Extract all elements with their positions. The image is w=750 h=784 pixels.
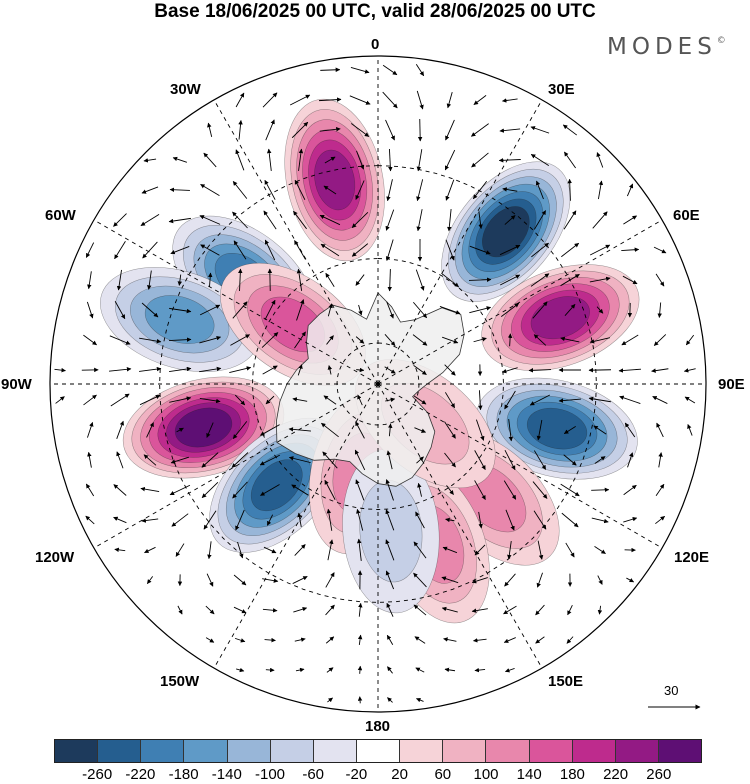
wind-vector xyxy=(360,697,361,704)
colorbar-swatch xyxy=(184,740,227,762)
colorbar-swatch xyxy=(659,740,701,762)
lon-label-90w: 90W xyxy=(1,376,32,393)
polar-map xyxy=(0,0,750,735)
colorbar-swatch xyxy=(486,740,529,762)
colorbar-tick-label: -60 xyxy=(302,766,324,783)
lon-label-180: 180 xyxy=(365,718,390,735)
colorbar-swatch xyxy=(400,740,443,762)
lon-label-150e: 150E xyxy=(548,673,583,690)
colorbar-swatch xyxy=(141,740,184,762)
lon-label-30e: 30E xyxy=(548,81,575,98)
colorbar-tick-label: -220 xyxy=(125,766,155,783)
colorbar-swatch xyxy=(573,740,616,762)
lon-label-90e: 90E xyxy=(718,376,745,393)
wind-vector xyxy=(266,670,274,671)
south-pole-marker xyxy=(376,382,380,386)
lon-label-150w: 150W xyxy=(160,673,199,690)
colorbar-swatch xyxy=(616,740,659,762)
wind-vector xyxy=(360,666,361,674)
lon-label-120w: 120W xyxy=(35,549,74,566)
colorbar-tick-label: 260 xyxy=(646,766,671,783)
colorbar-swatch xyxy=(271,740,314,762)
lon-label-60w: 60W xyxy=(45,207,76,224)
colorbar xyxy=(54,739,702,763)
colorbar-tick-label: 100 xyxy=(473,766,498,783)
colorbar-swatch xyxy=(55,740,98,762)
colorbar-tick-label: 140 xyxy=(517,766,542,783)
colorbar-ticks: -260 -220 -180 -140 -100 -60 -20 20 60 100 140 180 2… xyxy=(0,766,750,784)
colorbar-tick-label: 60 xyxy=(434,766,451,783)
colorbar-tick-label: -100 xyxy=(255,766,285,783)
colorbar-swatch xyxy=(228,740,271,762)
reference-vector-label: 30 xyxy=(664,683,678,698)
colorbar-tick-label: -20 xyxy=(346,766,368,783)
colorbar-swatch xyxy=(530,740,573,762)
colorbar-tick-label: 20 xyxy=(391,766,408,783)
colorbar-swatch xyxy=(443,740,486,762)
lon-label-0: 0 xyxy=(371,36,379,53)
colorbar-swatch xyxy=(98,740,141,762)
wind-vector xyxy=(589,370,611,371)
colorbar-tick-label: -140 xyxy=(212,766,242,783)
colorbar-tick-label: -260 xyxy=(82,766,112,783)
colorbar-swatch xyxy=(314,740,357,762)
colorbar-tick-label: 220 xyxy=(603,766,628,783)
lon-label-120e: 120E xyxy=(674,549,709,566)
colorbar-swatch xyxy=(357,740,400,762)
colorbar-tick-label: 180 xyxy=(560,766,585,783)
colorbar-tick-label: -180 xyxy=(169,766,199,783)
lon-label-30w: 30W xyxy=(170,81,201,98)
lon-label-60e: 60E xyxy=(673,207,700,224)
